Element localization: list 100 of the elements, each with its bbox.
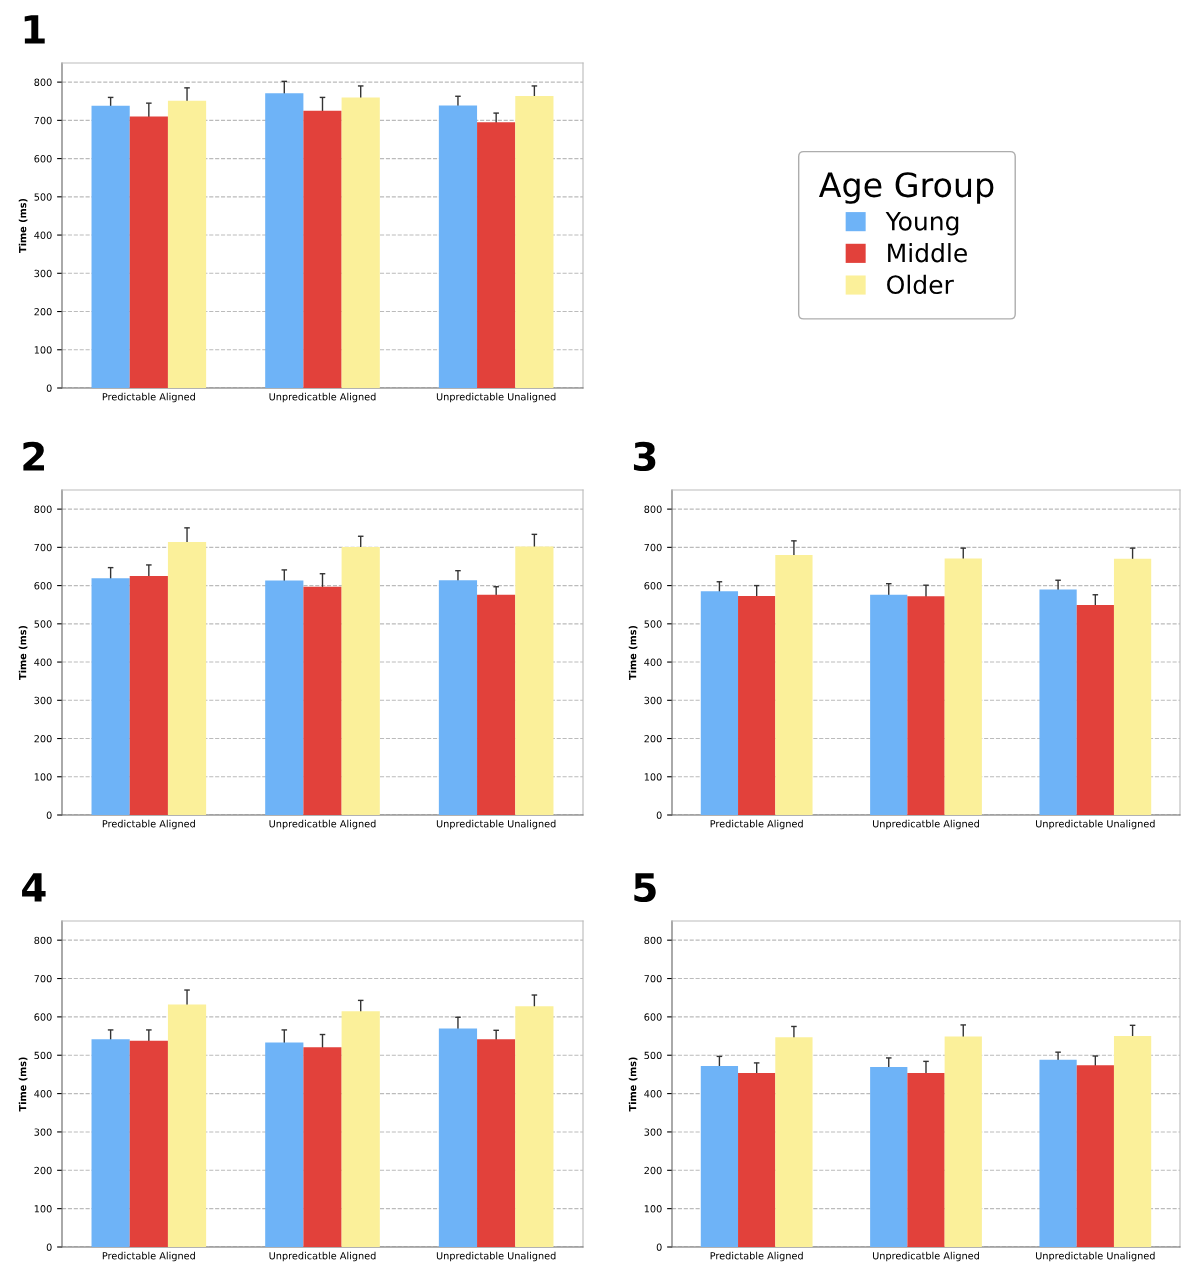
bar bbox=[167, 100, 207, 388]
bar bbox=[870, 1067, 908, 1247]
y-tick-label: 800 bbox=[34, 936, 52, 945]
y-tick-label: 400 bbox=[644, 1090, 662, 1098]
x-tick-label: Unpredictable Unaligned bbox=[436, 819, 556, 830]
y-axis-title: Time (ms) bbox=[18, 1057, 28, 1112]
y-tick-label: 700 bbox=[34, 975, 52, 983]
bar bbox=[438, 1028, 478, 1247]
x-tick-label: Unpredictable Unaligned bbox=[1036, 819, 1155, 830]
y-tick-label: 600 bbox=[34, 155, 52, 163]
bar bbox=[129, 1040, 168, 1247]
bar bbox=[1039, 589, 1077, 815]
y-tick-label: 0 bbox=[46, 811, 52, 819]
bar bbox=[775, 555, 813, 815]
bar bbox=[1113, 558, 1152, 815]
x-tick-label: Predictable Aligned bbox=[710, 1251, 803, 1262]
y-tick-label: 200 bbox=[34, 1166, 52, 1175]
y-tick-label: 100 bbox=[34, 773, 52, 781]
chart-title: 3 bbox=[633, 441, 656, 472]
y-tick-label: 800 bbox=[644, 505, 662, 513]
bar bbox=[477, 122, 516, 388]
y-tick-label: 300 bbox=[34, 696, 52, 705]
x-tick-label: Unpredicatble Aligned bbox=[873, 819, 979, 830]
bar bbox=[303, 110, 342, 388]
x-tick-label: Unpredictable Unaligned bbox=[436, 392, 556, 403]
y-tick-label: 200 bbox=[644, 1166, 662, 1175]
y-tick-label: 300 bbox=[644, 696, 662, 705]
y-tick-label: 800 bbox=[644, 936, 662, 945]
chart-title: 4 bbox=[22, 873, 46, 902]
x-tick-label: Predictable Aligned bbox=[102, 819, 195, 830]
bar bbox=[167, 1004, 207, 1247]
bar bbox=[265, 1042, 304, 1247]
y-tick-label: 400 bbox=[34, 1090, 52, 1098]
bar bbox=[700, 1065, 739, 1247]
bar bbox=[91, 105, 130, 388]
y-tick-label: 700 bbox=[34, 116, 52, 125]
y-tick-label: 700 bbox=[644, 543, 662, 552]
chart-title: 5 bbox=[634, 873, 656, 903]
x-tick-label: Unpredictable Unaligned bbox=[1036, 1251, 1155, 1262]
y-tick-label: 300 bbox=[644, 1128, 662, 1136]
bar bbox=[265, 93, 304, 388]
bar bbox=[438, 580, 478, 815]
bar bbox=[303, 1047, 342, 1247]
x-tick-label: Unpredicatble Aligned bbox=[269, 1251, 376, 1262]
y-tick-label: 100 bbox=[644, 1205, 662, 1213]
legend-title: Age Group bbox=[818, 172, 994, 204]
bar bbox=[341, 1011, 380, 1247]
x-tick-label: Predictable Aligned bbox=[102, 392, 195, 403]
y-axis-title: Time (ms) bbox=[628, 1057, 638, 1112]
legend-label: Middle bbox=[888, 243, 967, 263]
y-tick-label: 600 bbox=[34, 1013, 52, 1021]
x-tick-label: Predictable Aligned bbox=[102, 1251, 195, 1262]
y-tick-label: 800 bbox=[34, 505, 52, 513]
y-tick-label: 0 bbox=[46, 1243, 52, 1251]
y-tick-label: 100 bbox=[34, 1205, 52, 1213]
y-tick-label: 700 bbox=[34, 543, 52, 552]
y-tick-label: 300 bbox=[34, 1128, 52, 1136]
y-tick-label: 700 bbox=[644, 975, 662, 983]
bar bbox=[738, 595, 776, 815]
x-tick-label: Predictable Aligned bbox=[710, 819, 803, 830]
bar bbox=[438, 105, 478, 388]
y-tick-label: 600 bbox=[644, 582, 662, 590]
y-tick-label: 400 bbox=[34, 658, 52, 666]
bar bbox=[738, 1072, 776, 1247]
y-tick-label: 500 bbox=[644, 620, 662, 628]
bar bbox=[341, 546, 380, 815]
bar bbox=[775, 1037, 813, 1247]
bar bbox=[944, 1036, 982, 1247]
bar bbox=[907, 1072, 945, 1247]
bar bbox=[303, 586, 342, 815]
y-tick-label: 0 bbox=[46, 384, 52, 392]
bar bbox=[700, 591, 739, 815]
x-tick-label: Unpredictable Unaligned bbox=[436, 1251, 556, 1262]
y-tick-label: 100 bbox=[644, 773, 662, 781]
chart-title: 2 bbox=[23, 441, 44, 471]
bar bbox=[129, 576, 168, 815]
y-tick-label: 300 bbox=[34, 269, 52, 278]
bar bbox=[515, 95, 554, 388]
bar bbox=[91, 1039, 130, 1247]
y-axis-title: Time (ms) bbox=[18, 198, 28, 253]
y-tick-label: 600 bbox=[644, 1013, 662, 1021]
x-tick-label: Unpredicatble Aligned bbox=[269, 392, 376, 403]
bar bbox=[1076, 1065, 1114, 1247]
x-tick-label: Unpredicatble Aligned bbox=[873, 1251, 979, 1262]
legend-label: Young bbox=[885, 212, 959, 236]
bar bbox=[129, 116, 168, 388]
y-tick-label: 0 bbox=[656, 811, 662, 819]
bar bbox=[1039, 1059, 1077, 1247]
bar bbox=[167, 542, 207, 815]
bar bbox=[341, 97, 380, 388]
y-tick-label: 100 bbox=[34, 346, 52, 354]
y-tick-label: 500 bbox=[34, 1051, 52, 1060]
legend-label: Older bbox=[887, 274, 954, 295]
bar bbox=[265, 580, 304, 815]
bar bbox=[515, 1006, 554, 1247]
x-tick-label: Unpredicatble Aligned bbox=[269, 819, 376, 830]
bar bbox=[870, 594, 908, 815]
y-axis-title: Time (ms) bbox=[18, 625, 28, 680]
y-tick-label: 200 bbox=[34, 735, 52, 743]
bar bbox=[477, 1039, 516, 1247]
